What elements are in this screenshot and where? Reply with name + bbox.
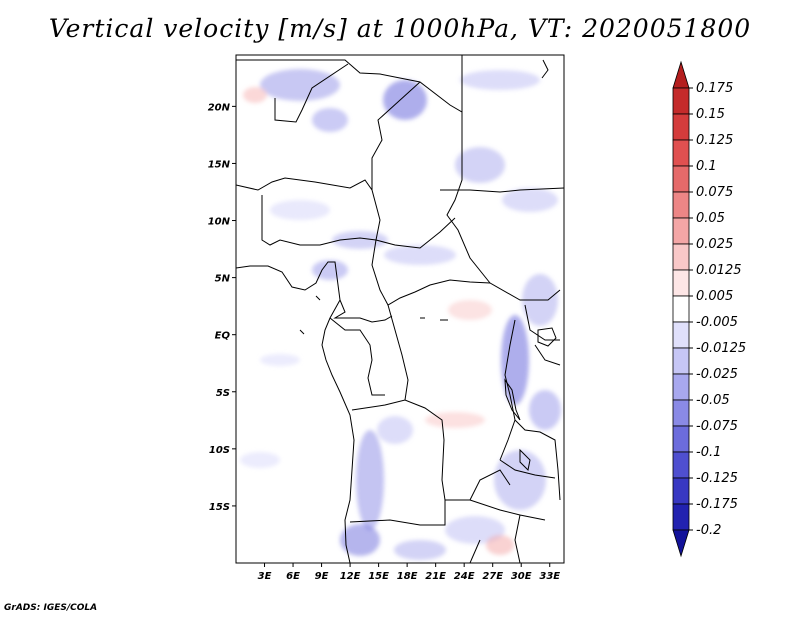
colorbar-label: 0.075 <box>696 185 733 200</box>
colorbar-label: -0.175 <box>696 497 738 512</box>
colorbar-segment <box>672 191 690 219</box>
colorbar: 0.175 0.15 0.125 0.1 0.075 0.05 0.025 0.0125 0.0… <box>672 60 746 558</box>
y-tick-label: 5S <box>216 388 230 399</box>
colorbar-segment <box>672 399 690 427</box>
colorbar-segment <box>672 295 690 323</box>
colorbar-segment <box>672 503 690 531</box>
colorbar-segment <box>672 60 690 89</box>
colorbar-label: -0.075 <box>696 419 738 434</box>
colorbar-label: 0.175 <box>696 81 733 96</box>
colorbar-label: -0.1 <box>696 445 721 460</box>
colorbar-segment <box>672 269 690 297</box>
colorbar-label: -0.05 <box>696 393 730 408</box>
colorbar-label: -0.025 <box>696 367 738 382</box>
colorbar-label: 0.05 <box>696 211 725 226</box>
map-area <box>236 55 564 563</box>
colorbar-segment <box>672 451 690 479</box>
colorbar-segment <box>672 87 690 115</box>
x-tick-label: 18E <box>397 571 418 582</box>
colorbar-label: 0.15 <box>696 107 725 122</box>
colorbar-segment <box>672 217 690 245</box>
colorbar-label: -0.0125 <box>696 341 746 356</box>
colorbar-label: 0.0125 <box>696 263 742 278</box>
x-tick-label: 27E <box>482 571 503 582</box>
colorbar-label: -0.125 <box>696 471 738 486</box>
x-tick-label: 12E <box>340 571 361 582</box>
x-tick-label: 33E <box>539 571 560 582</box>
colorbar-segment <box>672 113 690 141</box>
x-tick-label: 24E <box>454 571 475 582</box>
x-tick-label: 6E <box>286 571 300 582</box>
x-tick-label: 3E <box>258 571 272 582</box>
y-tick-label: EQ <box>215 331 231 342</box>
x-tick-label: 21E <box>425 571 446 582</box>
y-tick-label: 5N <box>215 274 231 285</box>
colorbar-segment <box>672 165 690 193</box>
y-tick-label: 15N <box>208 159 231 170</box>
colorbar-segment <box>672 321 690 349</box>
colorbar-segment <box>672 139 690 167</box>
map-frame <box>235 54 565 564</box>
colorbar-segment <box>672 347 690 375</box>
colorbar-label: -0.2 <box>696 523 721 538</box>
axis-ticks: 3E 6E 9E 12E 15E 18E 21E 24E 27E 30E 33E 20N 15N 10N 5… <box>208 102 561 582</box>
colorbar-segment <box>672 373 690 401</box>
map-boundaries <box>236 55 564 563</box>
colorbar-label: -0.005 <box>696 315 738 330</box>
colorbar-segment <box>672 529 690 558</box>
colorbar-label: 0.125 <box>696 133 733 148</box>
x-tick-label: 15E <box>368 571 389 582</box>
y-tick-label: 10S <box>209 445 230 456</box>
colorbar-label: 0.1 <box>696 159 717 174</box>
grads-credit: GrADS: IGES/COLA <box>4 603 98 613</box>
y-tick-label: 20N <box>208 102 231 113</box>
colorbar-segment <box>672 477 690 505</box>
y-tick-label: 10N <box>208 217 231 228</box>
x-tick-label: 30E <box>511 571 532 582</box>
chart-title: Vertical velocity [m/s] at 1000hPa, VT: … <box>48 14 752 43</box>
y-tick-label: 15S <box>209 502 230 513</box>
colorbar-label: 0.005 <box>696 289 733 304</box>
velocity-field <box>240 69 561 560</box>
x-tick-label: 9E <box>315 571 329 582</box>
colorbar-segment <box>672 425 690 453</box>
colorbar-label: 0.025 <box>696 237 733 252</box>
colorbar-segment <box>672 243 690 271</box>
